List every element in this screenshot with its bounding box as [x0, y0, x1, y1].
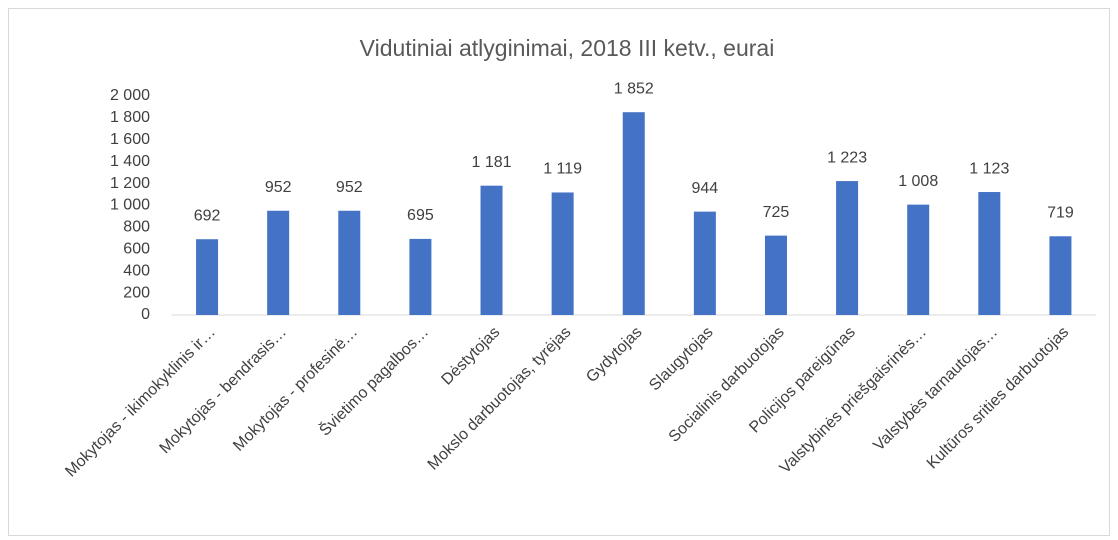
- bar: [551, 192, 574, 315]
- y-tick-label: 0: [141, 306, 150, 323]
- value-label: 719: [1047, 204, 1074, 221]
- bar: [836, 181, 859, 315]
- y-tick-label: 2 000: [110, 87, 150, 104]
- bar: [693, 211, 716, 315]
- value-label: 952: [265, 179, 292, 196]
- value-label: 725: [763, 204, 790, 221]
- value-label: 1 008: [898, 173, 938, 190]
- value-label: 692: [194, 207, 221, 224]
- bar: [978, 192, 1001, 315]
- bar: [764, 235, 787, 315]
- y-tick-label: 400: [123, 262, 150, 279]
- bar: [622, 112, 645, 316]
- y-tick-label: 1 600: [110, 131, 150, 148]
- y-tick-label: 1 000: [110, 197, 150, 214]
- value-label: 1 852: [614, 80, 654, 97]
- value-label: 1 123: [969, 160, 1009, 177]
- value-label: 952: [336, 179, 363, 196]
- bar: [267, 210, 290, 315]
- bar: [338, 210, 361, 315]
- y-tick-label: 600: [123, 241, 150, 258]
- value-label: 1 119: [543, 161, 582, 178]
- y-tick-label: 1 200: [110, 175, 150, 192]
- value-label: 944: [692, 180, 719, 197]
- y-tick-label: 1 400: [110, 153, 150, 170]
- y-tick-label: 200: [123, 284, 150, 301]
- value-label: 695: [407, 207, 434, 224]
- y-tick-label: 1 800: [110, 109, 150, 126]
- bar: [907, 204, 930, 315]
- value-label: 1 223: [827, 149, 867, 166]
- value-label: 1 181: [471, 154, 511, 171]
- y-tick-label: 800: [123, 219, 150, 236]
- bar: [1049, 236, 1072, 315]
- bar: [409, 238, 432, 315]
- chart-title: Vidutiniai atlyginimai, 2018 III ketv., …: [360, 35, 775, 61]
- bar: [480, 185, 503, 315]
- bar: [196, 239, 219, 315]
